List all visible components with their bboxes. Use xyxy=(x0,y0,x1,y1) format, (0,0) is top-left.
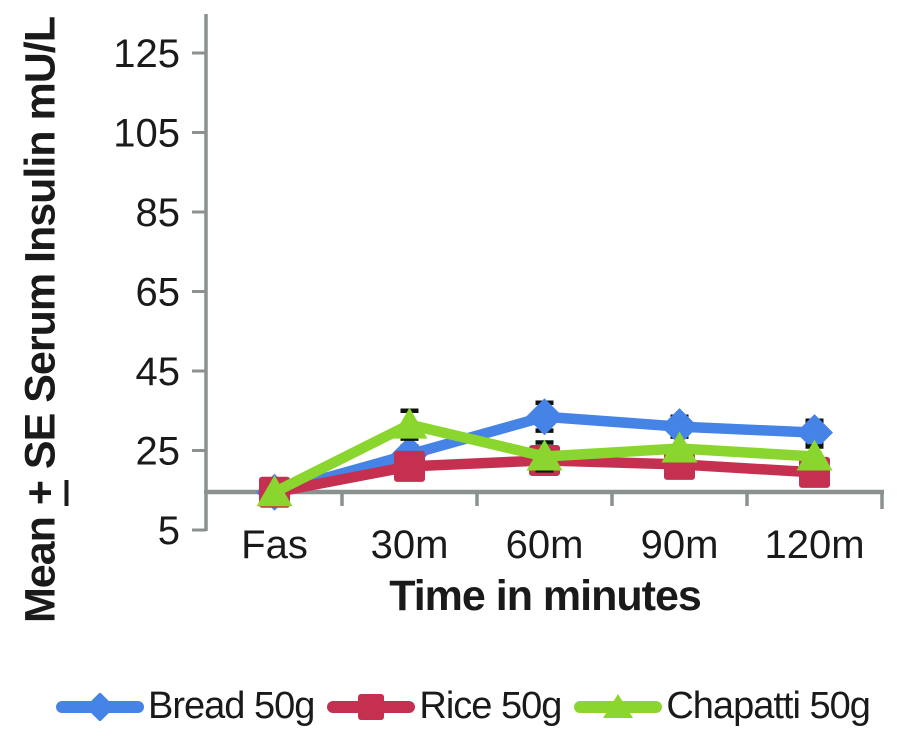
x-tick-label: 120m xyxy=(764,523,864,567)
diamond-icon xyxy=(85,692,115,722)
marker-triangle xyxy=(661,431,698,463)
marker-triangle xyxy=(256,475,293,507)
legend-item-chapatti: Chapatti 50g xyxy=(574,685,871,728)
y-tick-label: 105 xyxy=(113,112,180,156)
series-chapatti-50g xyxy=(256,407,833,507)
marker-triangle xyxy=(391,407,428,439)
marker-triangle xyxy=(796,439,833,471)
plus-minus-symbol: + xyxy=(16,480,69,507)
y-tick-label: 125 xyxy=(113,32,180,76)
legend-item-rice: Rice 50g xyxy=(327,685,562,728)
y-tick-label: 25 xyxy=(136,430,181,474)
x-axis-title: Time in minutes xyxy=(389,572,702,620)
chart-legend: Bread 50g Rice 50g Chapatti 50g xyxy=(56,685,886,728)
square-icon xyxy=(358,693,385,720)
triangle-icon xyxy=(603,693,634,718)
legend-item-bread: Bread 50g xyxy=(56,685,315,728)
x-tick-label: 60m xyxy=(506,523,584,567)
legend-label-bread: Bread 50g xyxy=(148,685,315,727)
y-axis-title: Mean + SE Serum Insulin mU/L xyxy=(16,16,69,624)
y-tick-label: 85 xyxy=(136,191,181,235)
y-axis-title-suffix: SE Serum Insulin mU/L xyxy=(16,16,65,481)
legend-label-chapatti: Chapatti 50g xyxy=(666,685,870,727)
legend-line-chapatti xyxy=(574,693,663,718)
marker-diamond xyxy=(661,408,698,446)
x-tick-label: 90m xyxy=(641,523,719,567)
legend-label-rice: Rice 50g xyxy=(419,685,562,727)
y-tick-label: 5 xyxy=(158,509,180,553)
legend-line-rice xyxy=(327,693,416,720)
marker-diamond xyxy=(796,414,833,452)
x-tick-label: Fas xyxy=(241,523,308,567)
legend-line-bread xyxy=(56,692,144,722)
marker-diamond xyxy=(526,398,563,436)
marker-square xyxy=(394,450,425,482)
marker-triangle xyxy=(526,439,563,471)
y-axis-title-prefix: Mean xyxy=(16,506,65,624)
insulin-line-chart: 125 105 85 65 45 25 5 Fas 30m 60m 90m 120m xyxy=(113,14,884,567)
axes: 125 105 85 65 45 25 5 Fas 30m 60m 90m 120m xyxy=(113,14,884,567)
y-tick-label: 65 xyxy=(136,271,181,315)
y-tick-label: 45 xyxy=(136,350,181,394)
x-tick-label: 30m xyxy=(371,523,449,567)
